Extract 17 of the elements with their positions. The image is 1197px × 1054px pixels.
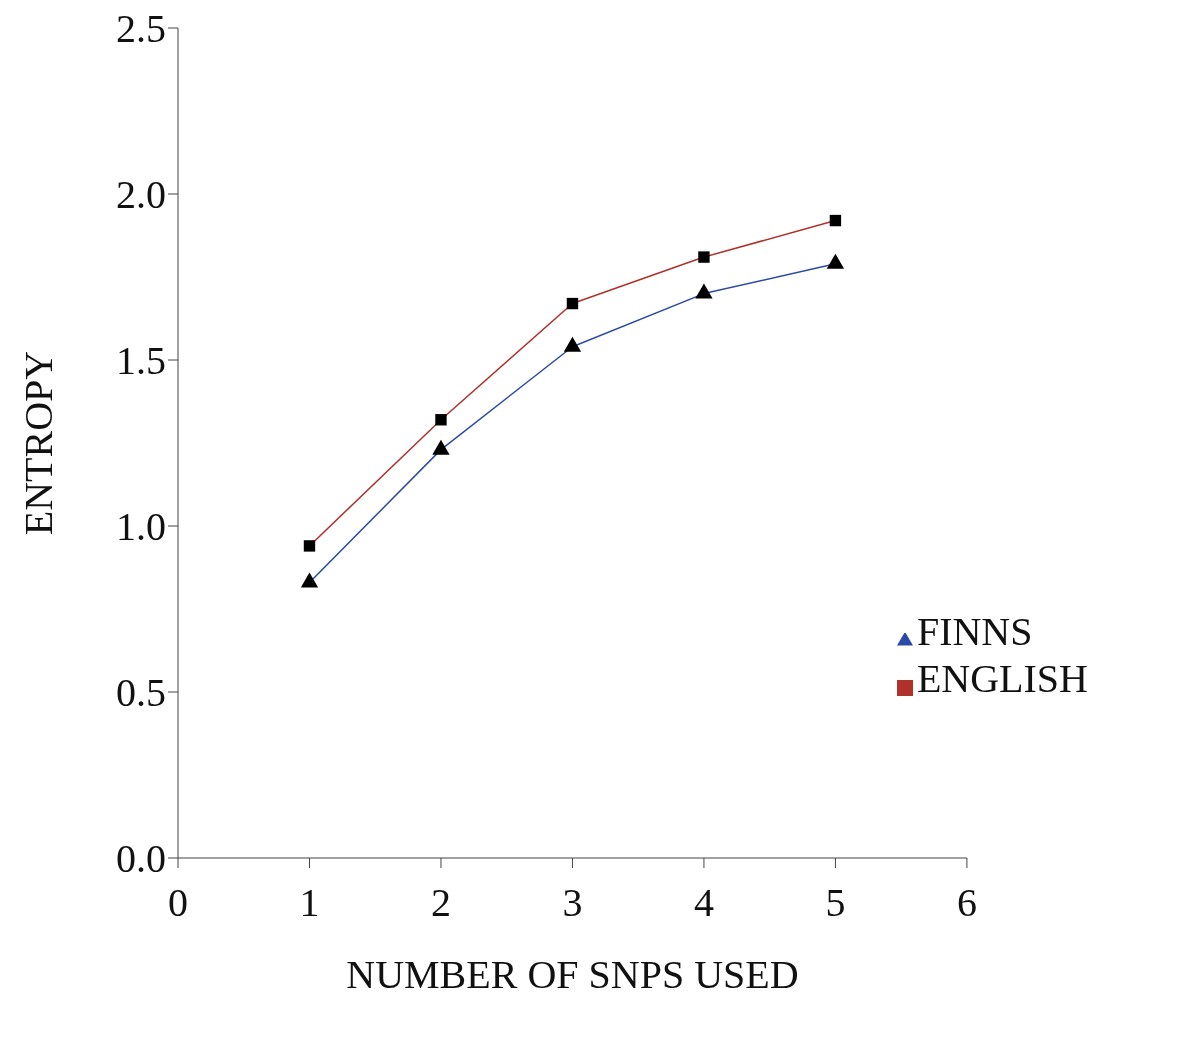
legend-label: FINNS (916, 609, 1033, 654)
y-tick-label: 0.0 (116, 836, 166, 882)
x-tick-label: 1 (299, 880, 320, 926)
x-tick-label: 0 (168, 880, 188, 926)
x-tick-label: 2 (430, 880, 451, 926)
y-tick-label: 1.5 (116, 338, 166, 384)
x-tick-label: 6 (956, 880, 977, 926)
y-tick-label: 0.5 (116, 670, 166, 716)
y-tick-label: 2.5 (116, 6, 166, 52)
x-axis-title: NUMBER OF SNPS USED (346, 952, 799, 997)
y-axis-title: ENTROPY (16, 350, 62, 536)
x-tick-label: 4 (693, 880, 714, 926)
x-tick-label: 3 (562, 880, 583, 926)
x-tick-label: 5 (825, 880, 846, 926)
y-tick-label: 1.0 (116, 504, 166, 550)
legend-label: ENGLISH (916, 656, 1088, 701)
y-tick-label: 2.0 (116, 172, 166, 218)
